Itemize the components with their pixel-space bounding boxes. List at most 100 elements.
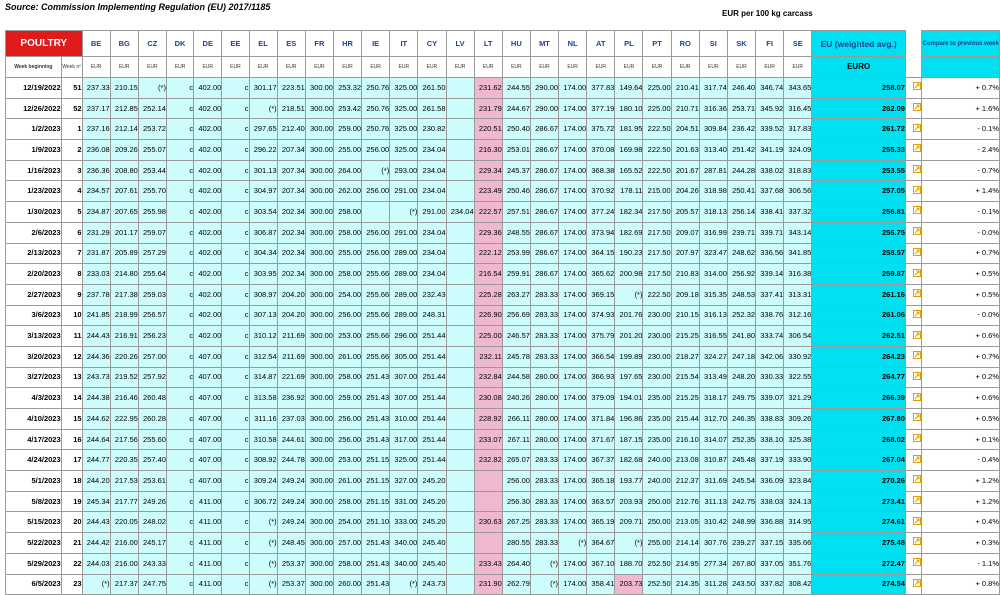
table-row: 3/20/2023 12 244.36 220.26 257.00 c 407.00 c 312… (5, 345, 1000, 368)
price-cell: 258.00 (332, 221, 363, 244)
price-cell: 377.19 (586, 97, 616, 120)
price-cell: 210.41 (670, 77, 700, 99)
price-cell: 245.37 (501, 159, 531, 182)
price-cell: 182.68 (614, 449, 644, 472)
price-cell: 253.61 (137, 470, 167, 492)
price-cell: 251.15 (361, 449, 391, 472)
price-cell: 211.69 (276, 325, 306, 347)
unit-cell: EUR (614, 56, 644, 78)
price-cell: 345.92 (755, 97, 785, 120)
price-cell: 289.00 (389, 263, 419, 285)
week-number: 1 (60, 118, 83, 141)
price-cell: 237.17 (81, 97, 111, 120)
price-cell: 248.99 (726, 511, 757, 534)
price-cell: 201.63 (670, 139, 700, 161)
small-arrow-icon (904, 159, 923, 182)
price-cell: c (165, 428, 195, 451)
price-cell: 402.00 (193, 304, 223, 327)
price-cell: 234.57 (81, 180, 111, 203)
price-cell: 235.00 (642, 387, 672, 409)
price-cell: 300.00 (304, 428, 334, 451)
unit-cell: EUR (109, 56, 139, 78)
price-cell: 174.00 (558, 408, 588, 430)
price-cell: 234.04 (417, 263, 447, 285)
price-cell: 249.75 (726, 387, 757, 409)
price-cell: 245.34 (81, 490, 111, 513)
price-cell: 204.20 (276, 304, 306, 327)
price-cell: 283.33 (529, 304, 560, 327)
price-cell (445, 428, 475, 451)
price-cell: 234.04 (445, 201, 475, 223)
price-cell: 244.58 (501, 366, 531, 389)
price-cell: 232.11 (473, 345, 503, 368)
price-cell: 255.66 (361, 263, 391, 285)
price-cell: 312.54 (248, 345, 278, 368)
price-cell: 244.43 (81, 511, 111, 534)
compare-value: + 1.6% (921, 97, 1000, 120)
price-cell: 337.41 (755, 283, 785, 306)
price-cell: c (221, 263, 250, 285)
table-row: 1/30/2023 5 234.87 207.65 255.98 c 402.00 c 303.… (5, 201, 1000, 223)
price-cell: 307.76 (698, 532, 728, 554)
price-cell: 209.71 (614, 511, 644, 534)
price-cell: 199.89 (614, 345, 644, 368)
compare-value: + 0.1% (921, 428, 1000, 451)
price-cell: 337.68 (755, 180, 785, 203)
price-cell: c (221, 573, 250, 595)
price-cell: 252.50 (642, 552, 672, 575)
price-cell: 222.95 (109, 408, 139, 430)
price-cell: 308.97 (248, 283, 278, 306)
price-cell: c (221, 325, 250, 347)
price-cell: 234.87 (81, 201, 111, 223)
price-cell: 373.94 (586, 221, 616, 244)
table-row: 4/10/2023 15 244.62 222.95 260.28 c 407.00 c 311… (5, 408, 1000, 430)
price-cell: (*) (248, 552, 278, 575)
country-header-ie: IE (361, 30, 391, 57)
unit-cell: EUR (81, 56, 111, 78)
price-cell: c (221, 408, 250, 430)
price-cell: 305.00 (389, 345, 419, 368)
price-cell: 201.67 (670, 159, 700, 182)
price-cell (445, 490, 475, 513)
eu-average: 253.55 (811, 159, 906, 182)
price-cell: 379.09 (586, 387, 616, 409)
price-cell: 174.00 (558, 387, 588, 409)
price-cell: 174.00 (558, 428, 588, 451)
price-cell: 205.89 (109, 242, 139, 265)
price-cell: 262.79 (501, 573, 531, 595)
price-cell: 286.67 (529, 221, 560, 244)
price-cell: c (221, 490, 250, 513)
price-cell: c (221, 552, 250, 575)
unit-cell: EUR (473, 56, 503, 78)
eu-average: 266.39 (811, 387, 906, 409)
price-cell: 309.24 (248, 470, 278, 492)
price-cell: 316.38 (783, 263, 813, 285)
price-cell: 311.28 (698, 573, 728, 595)
price-cell: 316.99 (698, 221, 728, 244)
week-date: 5/15/2023 (5, 511, 62, 534)
price-cell: c (221, 180, 250, 203)
table-row: 1/2/2023 1 237.16 212.14 253.72 c 402.00 c 297.6… (5, 118, 1000, 141)
price-cell: 255.60 (137, 428, 167, 451)
price-cell: 310.12 (248, 325, 278, 347)
table-row: 5/8/2023 19 245.34 217.77 249.26 c 411.00 c 306.… (5, 490, 1000, 513)
price-cell: 255.64 (137, 263, 167, 285)
price-cell: 178.11 (614, 180, 644, 203)
price-cell: 233.07 (473, 428, 503, 451)
price-cell: 310.00 (389, 408, 419, 430)
price-cell: 234.04 (417, 159, 447, 182)
price-cell: 264.40 (501, 552, 531, 575)
price-cell: 251.43 (361, 428, 391, 451)
price-cell: 246.57 (501, 325, 531, 347)
price-cell: 250.46 (501, 180, 531, 203)
country-header-se: SE (783, 30, 813, 57)
unit-cell: EUR (755, 56, 785, 78)
price-cell: 215.00 (642, 180, 672, 203)
price-cell: 255.66 (361, 345, 391, 368)
price-cell: 149.64 (614, 77, 644, 99)
week-date: 5/29/2023 (5, 552, 62, 575)
price-cell: 174.00 (558, 345, 588, 368)
price-cell: (*) (529, 552, 560, 575)
price-cell: 377.83 (586, 77, 616, 99)
price-cell: 251.44 (417, 345, 447, 368)
